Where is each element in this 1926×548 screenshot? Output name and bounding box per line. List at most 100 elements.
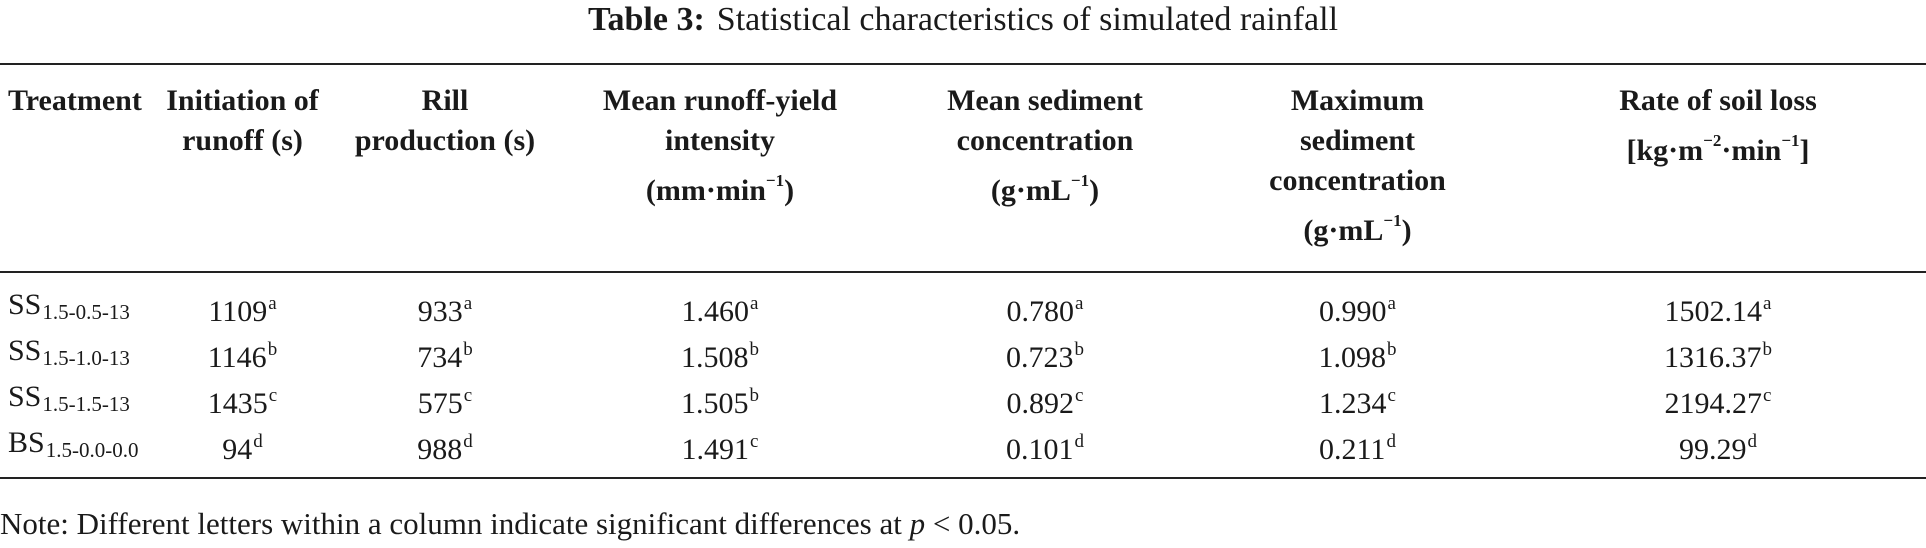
cell-value: 1.508: [681, 341, 749, 374]
cell-value: 1146: [207, 341, 267, 374]
treatment-name: BS: [8, 425, 45, 459]
treatment-subscript: 1.5-0.0-0.0: [45, 437, 139, 462]
significance-letter: b: [749, 385, 760, 406]
significance-letter: c: [463, 385, 473, 406]
significance-letter: a: [1387, 293, 1396, 314]
treatment-name: SS: [8, 333, 42, 367]
significance-letter: b: [749, 339, 760, 360]
cell-value: 575: [417, 387, 463, 420]
header-superscript: −1: [1781, 131, 1800, 150]
caption-title: Statistical characteristics of simulated…: [716, 1, 1339, 38]
column-header-initiation: Initiation of runoff (s): [166, 84, 319, 157]
significance-letter: d: [253, 431, 263, 452]
significance-letter: c: [1763, 385, 1772, 406]
data-cell-max_sediment: 0.990a: [1205, 272, 1510, 331]
statistics-table: Treatment Initiation of runoff (s) Rill prod…: [0, 63, 1926, 479]
data-cell-soil_loss: 2194.27c: [1510, 377, 1926, 423]
cell-value: 1.491: [681, 433, 750, 466]
data-cell-runoff_intensity: 1.491c: [555, 423, 885, 478]
treatment-cell: SS1.5-0.5-13: [0, 272, 150, 331]
data-cell-initiation: 94d: [150, 423, 335, 478]
data-cell-soil_loss: 99.29d: [1510, 423, 1926, 478]
cell-value: 933: [417, 295, 463, 328]
data-cell-mean_sediment: 0.780a: [885, 272, 1205, 331]
treatment-cell: BS1.5-0.0-0.0: [0, 423, 150, 478]
data-cell-rill: 988d: [335, 423, 555, 478]
significance-letter: a: [1763, 293, 1772, 314]
cell-value: 0.723: [1006, 341, 1074, 374]
column-header-soil_loss: Rate of soil loss [kg·m−2·min−1]: [1619, 84, 1817, 167]
table-note: Note: Different letters within a column …: [0, 504, 1020, 544]
data-cell-mean_sediment: 0.101d: [885, 423, 1205, 478]
significance-letter: a: [1075, 293, 1084, 314]
significance-letter: d: [463, 431, 473, 452]
caption-label: Table 3:: [587, 1, 705, 38]
data-cell-initiation: 1109a: [150, 272, 335, 331]
data-cell-runoff_intensity: 1.508b: [555, 331, 885, 377]
treatment-subscript: 1.5-1.0-13: [42, 345, 130, 370]
significance-letter: c: [1387, 385, 1396, 406]
table-row: BS1.5-0.0-0.0 94d 988d 1.491c 0.101d 0.211d 99…: [0, 423, 1926, 478]
cell-value: 1.505: [681, 387, 749, 420]
treatment-subscript: 1.5-0.5-13: [42, 299, 130, 324]
treatment-cell: SS1.5-1.0-13: [0, 331, 150, 377]
note-p-symbol: p: [909, 506, 926, 541]
data-cell-max_sediment: 0.211d: [1205, 423, 1510, 478]
cell-value: 99.29: [1679, 433, 1747, 466]
cell-value: 1435: [207, 387, 268, 420]
cell-value: 0.892: [1006, 387, 1075, 420]
cell-value: 0.990: [1319, 295, 1387, 328]
data-cell-mean_sediment: 0.892c: [885, 377, 1205, 423]
data-cell-initiation: 1435c: [150, 377, 335, 423]
data-cell-rill: 734b: [335, 331, 555, 377]
header-superscript: −2: [1703, 131, 1722, 150]
data-cell-mean_sediment: 0.723b: [885, 331, 1205, 377]
treatment-cell: SS1.5-1.5-13: [0, 377, 150, 423]
cell-value: 0.211: [1319, 433, 1386, 466]
significance-letter: c: [268, 385, 278, 406]
data-cell-rill: 575c: [335, 377, 555, 423]
table-row: SS1.5-1.0-13 1146b 734b 1.508b 0.723b 1.098b 1…: [0, 331, 1926, 377]
column-header-treatment: Treatment: [8, 84, 142, 117]
column-header-max_sediment: Maximum sediment concentration (g·mL−1): [1269, 84, 1446, 247]
header-superscript: −1: [1383, 211, 1402, 230]
column-header-mean_sediment: Mean sediment concentration (g·mL−1): [947, 84, 1143, 207]
significance-letter: d: [1747, 431, 1758, 452]
significance-letter: a: [463, 293, 473, 314]
significance-letter: b: [1387, 339, 1397, 360]
header-row: Treatment Initiation of runoff (s) Rill prod…: [0, 64, 1926, 272]
table-body: SS1.5-0.5-13 1109a 933a 1.460a 0.780a 0.990a 1…: [0, 272, 1926, 478]
data-cell-initiation: 1146b: [150, 331, 335, 377]
cell-value: 1109: [208, 295, 268, 328]
cell-value: 2194.27: [1664, 387, 1763, 420]
cell-value: 988: [417, 433, 463, 466]
cell-value: 1.460: [681, 295, 750, 328]
significance-letter: b: [267, 339, 278, 360]
significance-letter: b: [1762, 339, 1773, 360]
table-row: SS1.5-0.5-13 1109a 933a 1.460a 0.780a 0.990a 1…: [0, 272, 1926, 331]
cell-value: 0.780: [1006, 295, 1075, 328]
data-cell-soil_loss: 1316.37b: [1510, 331, 1926, 377]
data-cell-max_sediment: 1.098b: [1205, 331, 1510, 377]
significance-letter: d: [1386, 431, 1396, 452]
table-caption: Table 3: Statistical characteristics of s…: [0, 0, 1926, 40]
table-header: Treatment Initiation of runoff (s) Rill prod…: [0, 64, 1926, 272]
data-cell-runoff_intensity: 1.460a: [555, 272, 885, 331]
data-cell-runoff_intensity: 1.505b: [555, 377, 885, 423]
data-cell-rill: 933a: [335, 272, 555, 331]
data-cell-max_sediment: 1.234c: [1205, 377, 1510, 423]
table-row: SS1.5-1.5-13 1435c 575c 1.505b 0.892c 1.234c 2…: [0, 377, 1926, 423]
cell-value: 734: [417, 341, 463, 374]
significance-letter: a: [750, 293, 759, 314]
significance-letter: b: [1074, 339, 1085, 360]
header-superscript: −1: [765, 171, 785, 190]
cell-value: 1.098: [1318, 341, 1387, 374]
treatment-name: SS: [8, 287, 42, 321]
cell-value: 1316.37: [1664, 341, 1762, 374]
significance-letter: a: [268, 293, 277, 314]
data-cell-soil_loss: 1502.14a: [1510, 272, 1926, 331]
column-header-rill: Rill production (s): [354, 84, 536, 157]
note-suffix: < 0.05.: [932, 506, 1021, 541]
header-superscript: −1: [1070, 171, 1090, 190]
